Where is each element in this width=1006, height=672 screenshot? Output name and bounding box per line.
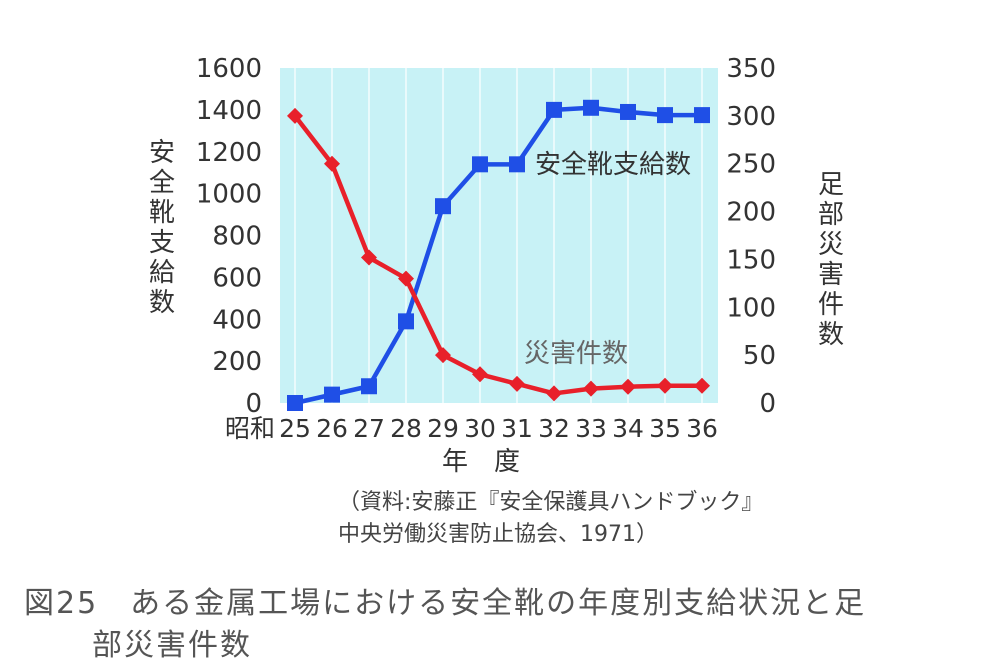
right-tick-label: 300 (726, 102, 776, 132)
data-point-diamond (361, 249, 377, 266)
right-tick-label: 50 (743, 341, 776, 371)
left-tick-label: 1600 (196, 54, 262, 84)
left-tick-label: 1000 (196, 180, 262, 210)
x-axis-ticks: 昭和 25 26 27 28 29 30 31 32 33 34 35 36 (225, 414, 718, 443)
left-axis-ticks: 0 200 400 600 800 1000 1200 1400 1600 (196, 54, 262, 419)
x-tick-label: 33 (575, 414, 607, 443)
data-point-diamond (546, 385, 562, 402)
x-tick-label: 28 (390, 414, 422, 443)
data-point-diamond (435, 347, 451, 364)
data-point-square (546, 101, 562, 118)
left-tick-label: 1200 (196, 138, 262, 168)
data-point-diamond (694, 377, 710, 394)
right-axis-label: 足部災害件数 (817, 170, 844, 350)
x-tick-label: 29 (427, 414, 459, 443)
right-tick-label: 150 (726, 245, 776, 275)
data-point-square (620, 103, 636, 120)
x-tick-label: 27 (353, 414, 385, 443)
x-axis-label: 年 度 (442, 447, 520, 477)
series-accidents (287, 107, 710, 402)
series-label-accidents: 災害件数 (524, 339, 628, 369)
left-tick-label: 600 (212, 263, 262, 293)
x-tick-label: 36 (686, 414, 718, 443)
data-point-square (398, 313, 414, 330)
source-line-2: 中央労働災害防止協会、1971） (338, 522, 658, 547)
x-tick-label: 25 (279, 414, 311, 443)
left-axis-label: 安全靴支給数 (148, 138, 175, 318)
data-point-diamond (472, 366, 488, 383)
x-tick-label: 30 (464, 414, 496, 443)
series-layer (287, 99, 710, 411)
left-tick-label: 200 (212, 347, 262, 377)
data-point-square (361, 378, 377, 395)
left-tick-label: 400 (212, 305, 262, 335)
data-point-diamond (324, 155, 340, 172)
right-tick-label: 350 (726, 54, 776, 84)
figure-caption-line-1: 図25 ある金属工場における安全靴の年度別支給状況と足 (24, 586, 867, 621)
grid-lines (294, 68, 703, 403)
series-label-shoes: 安全靴支給数 (535, 150, 691, 180)
data-point-square (694, 107, 710, 124)
right-tick-label: 100 (726, 293, 776, 323)
data-point-diamond (657, 377, 673, 394)
left-tick-label: 800 (212, 222, 262, 252)
data-point-square (657, 107, 673, 124)
data-point-square (583, 99, 599, 116)
right-axis-ticks: 0 50 100 150 200 250 300 350 (726, 54, 776, 419)
data-point-square (509, 156, 525, 173)
right-tick-label: 0 (759, 389, 776, 419)
source-line-1: （資料:安藤正『安全保護具ハンドブック』 (338, 490, 764, 515)
right-tick-label: 200 (726, 198, 776, 228)
x-tick-label: 32 (538, 414, 570, 443)
right-tick-label: 250 (726, 150, 776, 180)
x-tick-label: 31 (501, 414, 533, 443)
figure-caption-line-2: 部災害件数 (92, 628, 252, 663)
left-tick-label: 1400 (196, 96, 262, 126)
series-shoes (287, 99, 710, 411)
data-point-diamond (398, 270, 414, 287)
data-point-square (324, 386, 340, 403)
data-point-diamond (620, 378, 636, 395)
x-era-label: 昭和 (225, 414, 275, 443)
data-point-square (472, 156, 488, 173)
x-tick-label: 26 (316, 414, 348, 443)
data-point-square (287, 395, 303, 411)
left-tick-label: 0 (245, 389, 262, 419)
x-tick-label: 34 (612, 414, 644, 443)
data-point-diamond (287, 107, 303, 124)
data-point-diamond (509, 375, 525, 392)
data-point-square (435, 198, 451, 215)
plot-area (280, 68, 718, 403)
x-tick-label: 35 (649, 414, 681, 443)
data-point-diamond (583, 380, 599, 397)
